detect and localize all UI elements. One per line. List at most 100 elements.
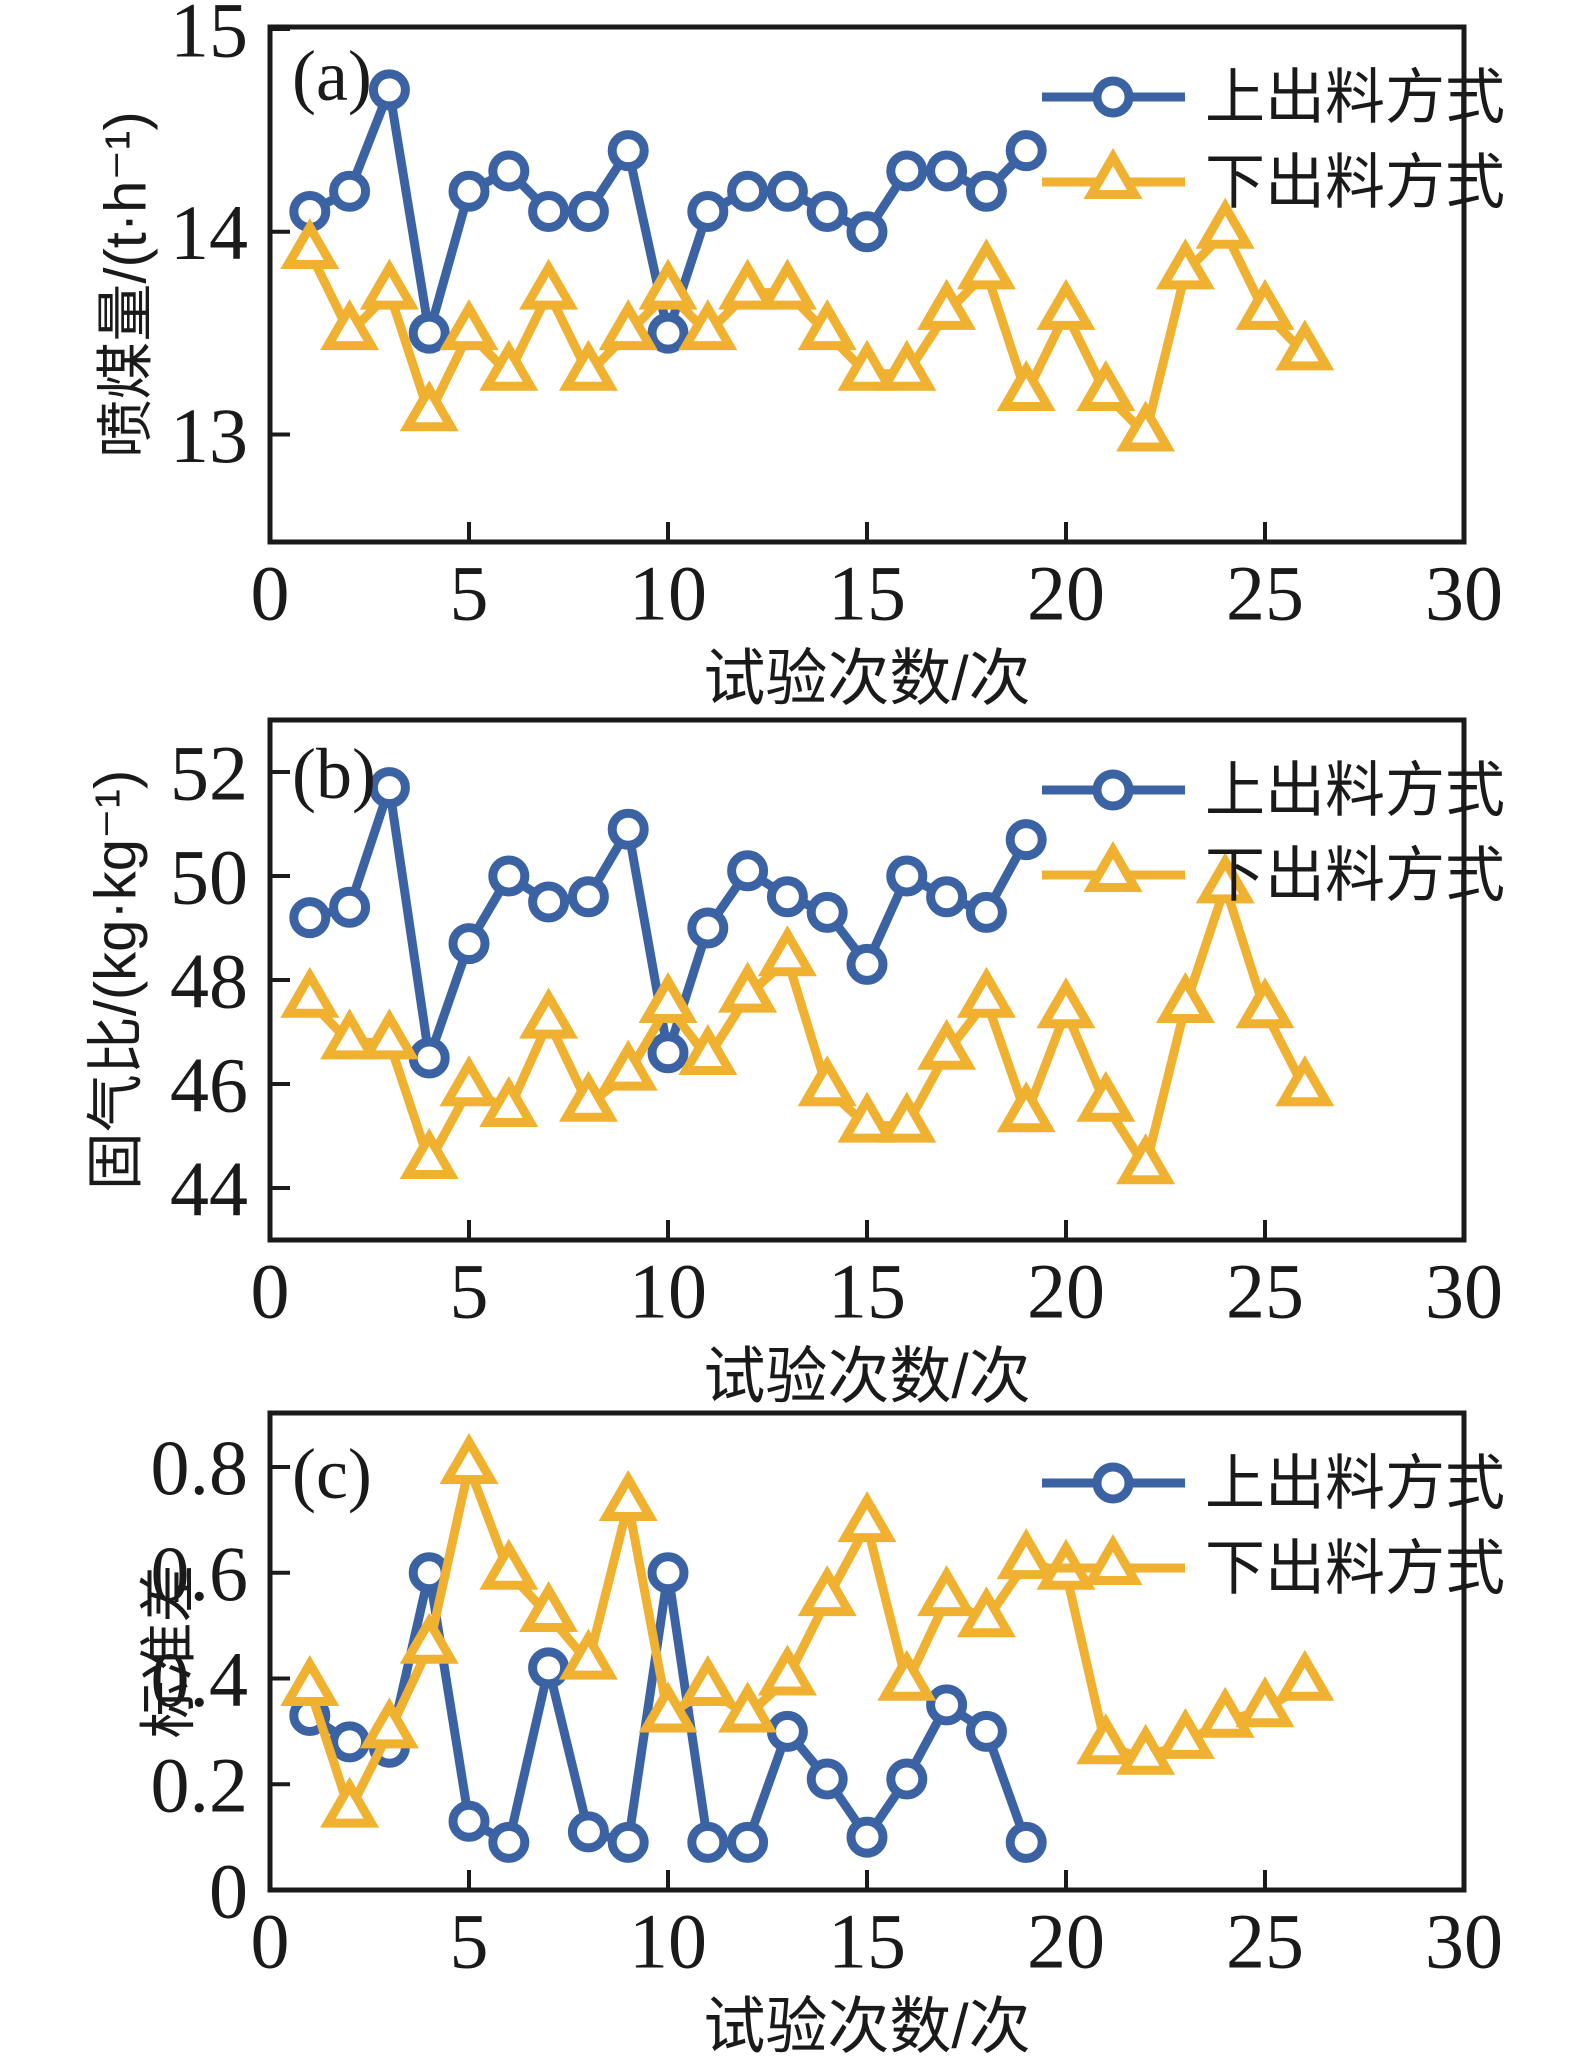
data-point-triangle <box>359 1697 419 1749</box>
data-point-triangle <box>439 299 499 351</box>
data-point-triangle <box>837 339 897 391</box>
data-point-triangle <box>280 1655 340 1707</box>
x-tick-label: 30 <box>1425 1247 1503 1334</box>
data-point-circle <box>329 886 371 928</box>
data-point-triangle <box>678 299 738 351</box>
data-point-triangle <box>956 966 1016 1018</box>
data-point-circle <box>886 150 928 192</box>
data-point-circle <box>926 1684 968 1726</box>
data-point-triangle <box>917 1565 977 1617</box>
x-tick-label: 30 <box>1425 1897 1503 1984</box>
legend-triangle-icon <box>1083 148 1143 199</box>
data-point-triangle <box>479 339 539 391</box>
data-point-circle <box>289 897 331 939</box>
data-point-circle <box>448 1800 490 1842</box>
data-point-circle <box>727 170 769 212</box>
y-tick-label: 0.2 <box>151 1742 249 1829</box>
data-point-triangle <box>1235 278 1295 330</box>
x-tick-label: 20 <box>1027 1247 1105 1334</box>
y-tick-label: 0.6 <box>151 1530 249 1617</box>
data-point-triangle <box>1076 360 1136 411</box>
data-point-circle <box>488 1821 530 1863</box>
y-tick-label: 15 <box>170 0 248 73</box>
data-point-triangle <box>956 238 1016 290</box>
x-tick-label: 20 <box>1027 549 1105 636</box>
data-point-circle <box>766 876 808 918</box>
data-point-triangle <box>558 1070 618 1122</box>
data-point-triangle <box>996 1528 1056 1580</box>
data-point-triangle <box>320 1776 380 1828</box>
data-point-triangle <box>1275 1055 1335 1107</box>
legend-label: 下出料方式 <box>1205 149 1505 216</box>
data-point-circle <box>408 312 450 354</box>
data-point-triangle <box>1235 977 1295 1029</box>
data-point-triangle <box>757 925 817 977</box>
data-point-triangle <box>1155 972 1215 1023</box>
x-tick-label: 10 <box>629 549 707 636</box>
data-point-circle <box>528 191 570 233</box>
data-point-triangle <box>280 966 340 1018</box>
data-point-circle <box>567 1811 609 1853</box>
data-point-circle <box>1005 130 1047 172</box>
data-point-circle <box>846 211 888 253</box>
data-point-circle <box>528 1647 570 1689</box>
x-tick-label: 30 <box>1425 549 1503 636</box>
x-tick-label: 5 <box>450 549 489 636</box>
panel-letter: (a) <box>292 36 372 116</box>
x-tick-label: 0 <box>251 1897 290 1984</box>
x-tick-label: 0 <box>251 549 290 636</box>
y-axis-title: 标准差 <box>136 1564 201 1738</box>
y-tick-label: 52 <box>170 729 248 816</box>
data-point-triangle <box>757 258 817 310</box>
data-point-triangle <box>598 299 658 351</box>
data-point-triangle <box>399 1612 459 1664</box>
data-point-circle <box>926 876 968 918</box>
y-tick-label: 0.4 <box>151 1636 249 1723</box>
y-axis-title: 喷煤量/(t·h⁻¹) <box>93 111 158 457</box>
data-point-circle <box>965 891 1007 933</box>
data-point-triangle <box>837 1091 897 1143</box>
data-point-circle <box>1005 1821 1047 1863</box>
data-point-circle <box>567 191 609 233</box>
legend-circle-icon <box>1092 1462 1134 1504</box>
x-axis-title: 试验次数/次 <box>703 1343 1030 1412</box>
x-axis-title: 试验次数/次 <box>703 645 1030 714</box>
x-tick-label: 5 <box>450 1247 489 1334</box>
data-point-circle <box>488 855 530 897</box>
data-point-circle <box>528 881 570 923</box>
y-tick-label: 48 <box>170 937 248 1024</box>
data-point-triangle <box>359 258 419 310</box>
legend-label: 上出料方式 <box>1205 64 1505 131</box>
data-point-circle <box>329 170 371 212</box>
y-tick-label: 46 <box>170 1041 248 1128</box>
legend-label: 上出料方式 <box>1205 1450 1505 1517</box>
data-point-triangle <box>558 1628 618 1680</box>
data-point-triangle <box>1076 1713 1136 1765</box>
y-tick-label: 44 <box>170 1145 248 1232</box>
data-point-triangle <box>1275 1649 1335 1701</box>
data-point-circle <box>329 1721 371 1763</box>
data-point-triangle <box>996 1081 1056 1133</box>
data-point-triangle <box>1036 278 1096 330</box>
data-point-circle <box>567 876 609 918</box>
data-point-triangle <box>439 1055 499 1107</box>
data-point-triangle <box>598 1469 658 1521</box>
data-point-triangle <box>638 972 698 1023</box>
x-tick-label: 10 <box>629 1897 707 1984</box>
data-point-circle <box>607 1821 649 1863</box>
data-point-circle <box>846 943 888 985</box>
x-tick-label: 15 <box>828 1247 906 1334</box>
data-point-circle <box>965 1710 1007 1752</box>
data-point-triangle <box>280 218 340 270</box>
y-tick-label: 50 <box>170 833 248 920</box>
data-point-circle <box>687 907 729 949</box>
data-point-circle <box>766 170 808 212</box>
data-point-triangle <box>399 380 459 432</box>
x-tick-label: 15 <box>828 1897 906 1984</box>
data-point-triangle <box>479 1538 539 1590</box>
